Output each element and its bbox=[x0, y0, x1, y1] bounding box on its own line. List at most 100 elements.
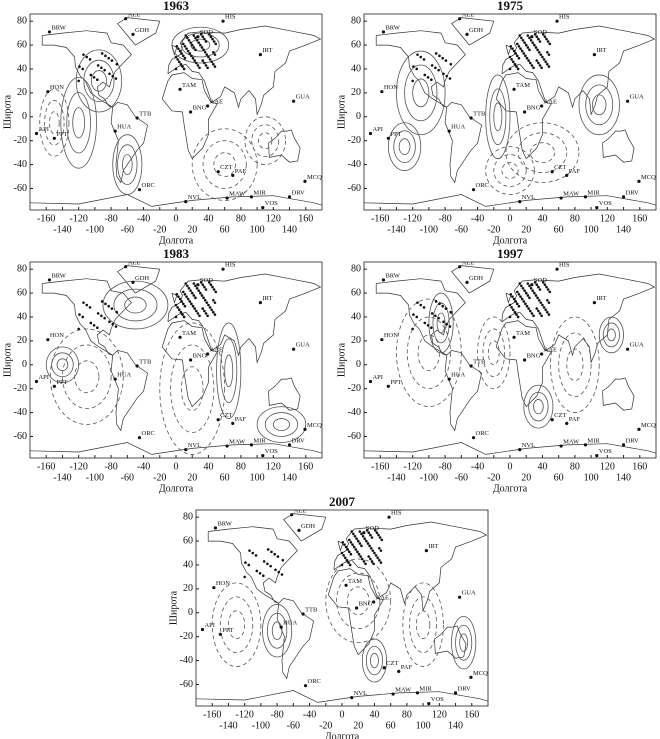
station-label: AAE bbox=[210, 99, 223, 106]
station-dot bbox=[621, 443, 626, 447]
station-dot bbox=[198, 314, 201, 318]
x-tick-label: -120 bbox=[403, 213, 421, 224]
station-dot bbox=[212, 310, 215, 314]
y-tick-label: 60 bbox=[17, 287, 27, 298]
station-dot bbox=[189, 41, 192, 44]
station-label: IRT bbox=[596, 295, 606, 302]
station-dot bbox=[178, 87, 182, 91]
station-dot bbox=[352, 532, 355, 536]
station-dot bbox=[191, 304, 195, 308]
coastline bbox=[451, 17, 495, 46]
x-tick-label: -100 bbox=[420, 472, 438, 483]
panel-title: 2007 bbox=[329, 494, 356, 509]
station-dot bbox=[518, 34, 522, 37]
station-dot bbox=[301, 612, 305, 616]
station-dot bbox=[391, 692, 395, 696]
x-tick-label: -160 bbox=[37, 461, 55, 472]
x-tick-label: -20 bbox=[319, 720, 332, 731]
coastline bbox=[333, 521, 488, 612]
station-dot bbox=[528, 296, 531, 300]
station-dot bbox=[281, 558, 285, 562]
x-tick-label: 80 bbox=[236, 461, 246, 472]
station-dot bbox=[445, 322, 449, 326]
station-dot bbox=[379, 549, 383, 552]
x-tick-label: 100 bbox=[250, 224, 265, 235]
y-tick-label: 0 bbox=[356, 111, 361, 122]
station-dot bbox=[540, 66, 543, 70]
station-dot bbox=[255, 569, 259, 573]
station-label: BRW bbox=[217, 520, 232, 527]
station-dot bbox=[532, 314, 535, 318]
x-tick-label: -140 bbox=[53, 224, 71, 235]
y-tick-label: 80 bbox=[17, 263, 27, 274]
station-label: HIS bbox=[225, 14, 236, 21]
coastline bbox=[602, 377, 635, 411]
contour bbox=[170, 344, 215, 433]
station-label: VOS bbox=[599, 448, 612, 455]
y-tick-label: -60 bbox=[14, 183, 27, 194]
station-dot bbox=[203, 61, 206, 65]
station-dot bbox=[424, 549, 428, 553]
station-dot bbox=[348, 550, 351, 554]
station-dot bbox=[358, 530, 362, 533]
y-tick-label: 60 bbox=[17, 39, 27, 50]
station-label: TTB bbox=[473, 358, 486, 365]
contour bbox=[505, 122, 580, 183]
station-dot bbox=[183, 56, 187, 60]
x-tick-label: -100 bbox=[420, 224, 438, 235]
contour bbox=[90, 70, 107, 92]
contour bbox=[271, 621, 283, 640]
station-label: BNG bbox=[527, 104, 541, 111]
coastline bbox=[602, 129, 635, 163]
x-tick-label: -60 bbox=[287, 720, 300, 731]
station-dot bbox=[194, 36, 197, 40]
station-dot bbox=[509, 44, 513, 48]
contour bbox=[39, 88, 70, 157]
y-tick-label: 60 bbox=[351, 287, 361, 298]
station-dot bbox=[85, 303, 89, 307]
station-dot bbox=[550, 418, 554, 422]
station-dot bbox=[416, 301, 419, 304]
station-dot bbox=[203, 50, 207, 54]
station-dot bbox=[206, 104, 210, 108]
station-dot bbox=[182, 42, 185, 46]
station-dot bbox=[537, 309, 540, 313]
station-dot bbox=[426, 76, 430, 79]
station-dot bbox=[290, 513, 294, 517]
station-dot bbox=[540, 104, 544, 108]
station-dot bbox=[135, 364, 139, 368]
station-dot bbox=[380, 338, 384, 342]
station-dot bbox=[212, 50, 215, 54]
contour bbox=[578, 74, 620, 136]
station-dot bbox=[192, 34, 196, 37]
contour bbox=[159, 322, 226, 455]
station-dot bbox=[197, 289, 201, 292]
station-dot bbox=[469, 116, 473, 120]
station-dot bbox=[198, 66, 201, 70]
station-dot bbox=[346, 548, 349, 551]
station-dot bbox=[533, 291, 536, 295]
station-dot bbox=[546, 50, 549, 54]
station-dot bbox=[538, 312, 542, 315]
station-dot bbox=[356, 550, 359, 554]
station-dot bbox=[303, 684, 308, 688]
x-tick-label: 0 bbox=[508, 461, 513, 472]
station-dot bbox=[447, 377, 451, 381]
station-dot bbox=[181, 65, 184, 68]
y-tick-label: 80 bbox=[183, 511, 193, 522]
station-dot bbox=[447, 129, 451, 133]
station-dot bbox=[92, 76, 96, 79]
contour bbox=[487, 340, 500, 366]
station-dot bbox=[214, 290, 218, 294]
contour bbox=[122, 154, 133, 175]
contour bbox=[272, 418, 290, 431]
station-dot bbox=[178, 335, 182, 339]
coastline bbox=[434, 625, 467, 659]
station-label: MIR bbox=[253, 437, 266, 444]
station-dot bbox=[191, 56, 195, 60]
station-label: API bbox=[372, 126, 382, 133]
coastline bbox=[110, 350, 148, 432]
station-dot bbox=[77, 79, 80, 83]
x-tick-label: 100 bbox=[584, 224, 599, 235]
x-tick-label: 80 bbox=[236, 213, 246, 224]
